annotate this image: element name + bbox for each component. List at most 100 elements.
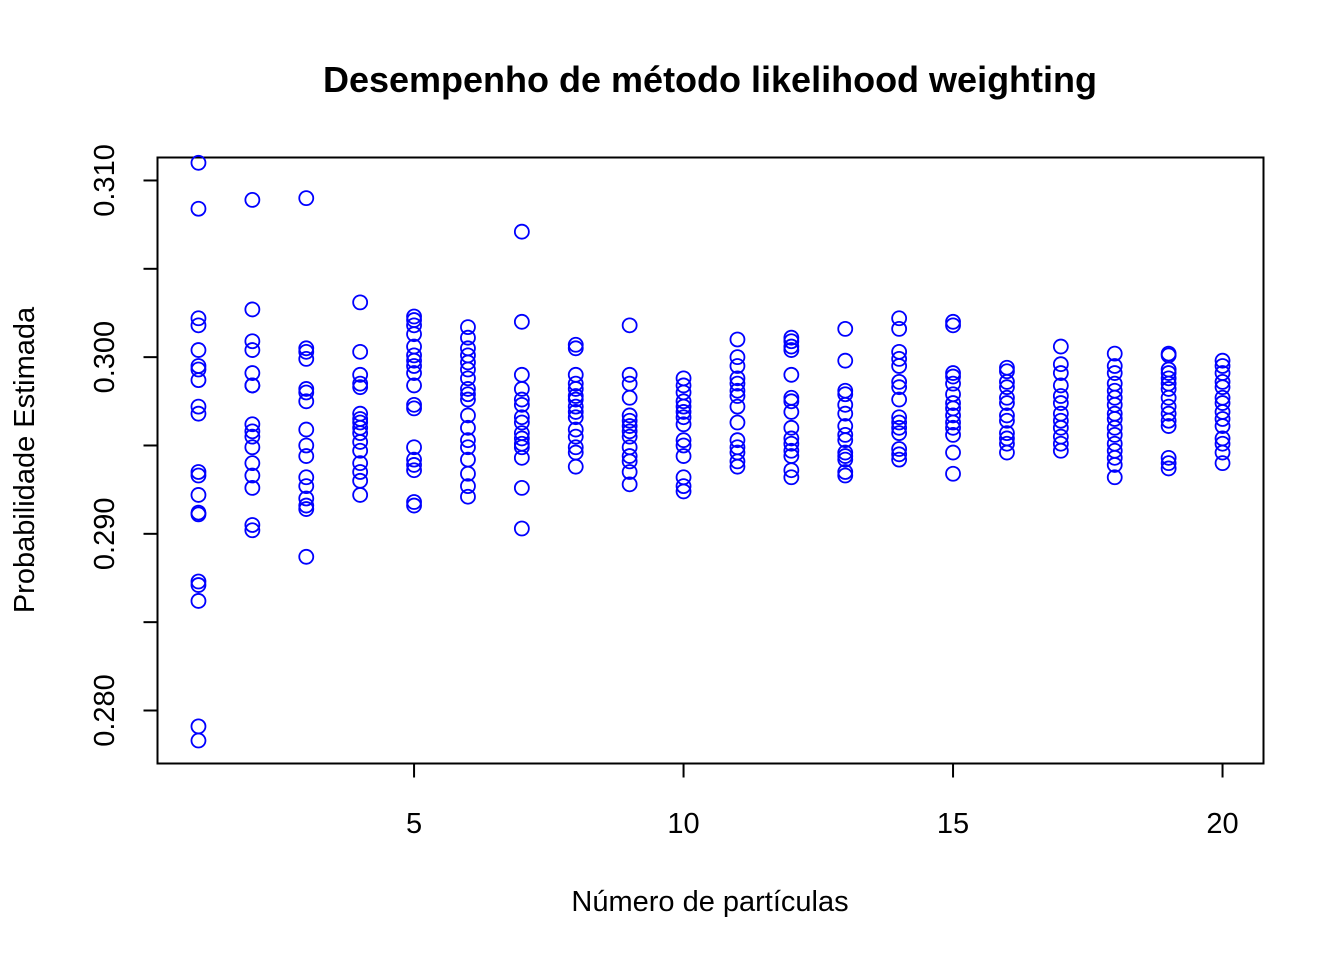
data-point [1160, 389, 1177, 406]
x-tick-label: 15 [937, 808, 969, 840]
data-point [675, 404, 692, 420]
data-point [837, 396, 854, 413]
data-point [621, 423, 638, 440]
data-point [406, 326, 422, 343]
data-point [837, 386, 854, 403]
data-point [244, 365, 261, 381]
data-point [891, 310, 908, 327]
data-point [352, 425, 369, 442]
data-point [298, 490, 315, 507]
data-point [513, 479, 530, 496]
data-point [729, 453, 746, 470]
data-point [729, 331, 746, 348]
data-point [406, 462, 422, 479]
data-point [675, 398, 692, 415]
data-point [621, 375, 638, 392]
data-point [837, 320, 854, 337]
data-point [513, 414, 530, 431]
data-point [513, 430, 530, 447]
data-point [352, 375, 369, 392]
data-point [1052, 377, 1069, 394]
data-point [945, 375, 961, 392]
data-point [190, 358, 207, 374]
data-point [513, 381, 530, 397]
data-point [513, 366, 530, 383]
data-point [999, 412, 1015, 429]
data-point [1214, 411, 1231, 427]
data-point [513, 223, 530, 240]
data-point [891, 358, 908, 374]
data-point [460, 354, 476, 371]
data-point [999, 363, 1015, 380]
x-tick-label: 10 [667, 808, 699, 840]
data-point [1160, 412, 1177, 429]
data-point [783, 435, 800, 452]
data-point [567, 458, 584, 475]
data-point [729, 432, 746, 449]
data-point [945, 414, 961, 431]
data-point [406, 377, 422, 394]
data-point [352, 379, 369, 396]
data-point [298, 351, 315, 367]
data-point [783, 342, 800, 358]
data-point [675, 478, 692, 495]
data-point [891, 379, 908, 396]
data-point [352, 442, 369, 459]
data-point [460, 329, 476, 346]
data-point [1052, 395, 1069, 411]
data-point [621, 407, 638, 424]
data-point [783, 389, 800, 406]
data-point [1214, 395, 1231, 411]
data-point [406, 439, 422, 456]
data-point [999, 425, 1015, 442]
data-point [1052, 388, 1069, 404]
data-point [1160, 449, 1177, 466]
data-point [675, 416, 692, 433]
data-point [1214, 373, 1231, 390]
data-point [1052, 412, 1069, 429]
data-point [567, 381, 584, 397]
data-point [406, 494, 422, 510]
data-point [460, 478, 476, 495]
y-tick-label: 0.290 [89, 498, 121, 571]
y-tick-label: 0.280 [89, 674, 121, 747]
data-point [244, 517, 261, 533]
data-point [729, 358, 746, 374]
data-point [513, 520, 530, 537]
data-point [190, 487, 207, 503]
data-point [837, 467, 854, 484]
y-tick-label: 0.300 [89, 321, 121, 394]
data-point [406, 358, 422, 374]
data-point [460, 439, 476, 456]
data-point [1052, 419, 1069, 436]
data-point [298, 501, 315, 517]
data-point [783, 333, 800, 350]
data-point [190, 372, 207, 389]
data-point [999, 389, 1015, 406]
data-point [513, 449, 530, 466]
data-point [999, 395, 1015, 411]
data-point [729, 375, 746, 392]
data-point [1160, 381, 1177, 397]
data-point [567, 421, 584, 438]
data-point [1106, 449, 1123, 466]
data-point [891, 391, 908, 408]
data-point [567, 391, 584, 408]
data-point [1160, 455, 1177, 472]
data-point [837, 352, 854, 369]
data-point [406, 396, 422, 413]
data-point [1052, 356, 1069, 373]
data-point [999, 435, 1015, 452]
data-point [244, 428, 261, 445]
data-point [945, 465, 961, 482]
data-point [675, 409, 692, 426]
data-point [837, 382, 854, 399]
data-point [406, 457, 422, 473]
data-point [513, 409, 530, 426]
data-point [783, 393, 800, 410]
data-point [729, 370, 746, 387]
data-point [621, 412, 638, 429]
data-point [513, 313, 530, 330]
data-point [190, 577, 207, 593]
data-point [783, 462, 800, 479]
